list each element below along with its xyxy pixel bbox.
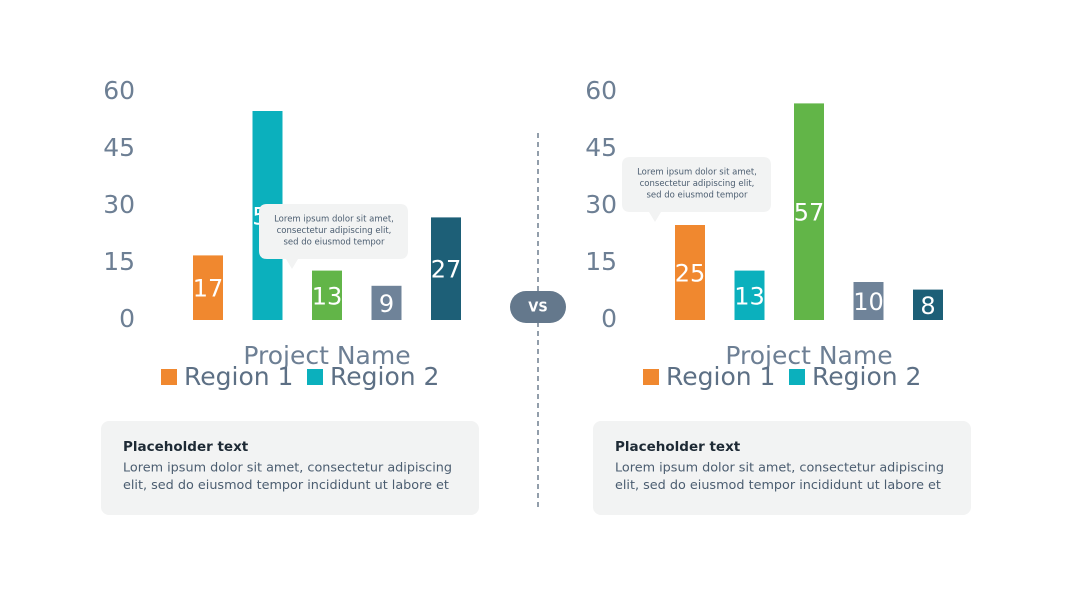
y-tick-label: 15 <box>585 247 617 276</box>
bar <box>853 282 884 320</box>
callout-text: sed do eiusmod tempor <box>647 191 748 201</box>
text-box <box>593 421 971 515</box>
data-label: 17 <box>193 275 224 303</box>
legend-label: Region 2 <box>330 362 439 391</box>
data-label: 27 <box>431 256 462 284</box>
y-tick-label: 60 <box>585 76 617 105</box>
y-tick-label: 0 <box>119 304 135 333</box>
bar <box>312 270 342 320</box>
x-axis-label: Project Name <box>725 341 892 370</box>
y-tick-label: 15 <box>103 247 135 276</box>
y-tick-label: 30 <box>103 190 135 219</box>
bar <box>675 225 705 320</box>
vs-pill <box>510 291 566 323</box>
callout-text: sed do eiusmod tempor <box>284 238 385 248</box>
legend-swatch <box>307 369 323 385</box>
callout-text: Lorem ipsum dolor sit amet, <box>274 215 394 225</box>
text-box-title: Placeholder text <box>615 439 741 455</box>
text-box-title: Placeholder text <box>123 439 249 455</box>
legend-label: Region 1 <box>184 362 293 391</box>
legend-label: Region 1 <box>666 362 775 391</box>
bar <box>431 217 461 320</box>
callout <box>622 157 771 222</box>
data-label: 8 <box>920 292 935 320</box>
text-box <box>101 421 479 515</box>
data-label: 9 <box>379 290 394 318</box>
x-axis-label: Project Name <box>243 341 410 370</box>
data-label: 25 <box>675 260 706 288</box>
text-box-line: Lorem ipsum dolor sit amet, consectetur … <box>615 461 944 476</box>
bar <box>193 255 223 320</box>
callout-text: Lorem ipsum dolor sit amet, <box>637 168 757 178</box>
callout-text: consectetur adipiscing elit, <box>640 179 755 189</box>
text-box-line: elit, sed do eiusmod tempor incididunt u… <box>123 478 449 493</box>
bar <box>913 289 943 320</box>
bar <box>734 270 765 320</box>
y-tick-label: 45 <box>103 133 135 162</box>
text-box-line: elit, sed do eiusmod tempor incididunt u… <box>615 478 941 493</box>
data-label: 13 <box>734 282 765 310</box>
text-box-line: Lorem ipsum dolor sit amet, consectetur … <box>123 461 452 476</box>
bar <box>371 285 402 320</box>
data-label: 57 <box>794 199 825 227</box>
y-tick-label: 45 <box>585 133 617 162</box>
y-tick-label: 30 <box>585 190 617 219</box>
data-label: 10 <box>853 288 884 316</box>
legend-swatch <box>161 369 177 385</box>
vs-label: VS <box>528 301 547 316</box>
callout <box>259 204 408 269</box>
y-tick-label: 0 <box>601 304 617 333</box>
legend-swatch <box>643 369 659 385</box>
callout-text: consectetur adipiscing elit, <box>277 226 392 236</box>
legend-label: Region 2 <box>812 362 921 391</box>
bar <box>794 103 824 321</box>
data-label: 13 <box>312 282 343 310</box>
legend-swatch <box>789 369 805 385</box>
y-tick-label: 60 <box>103 76 135 105</box>
